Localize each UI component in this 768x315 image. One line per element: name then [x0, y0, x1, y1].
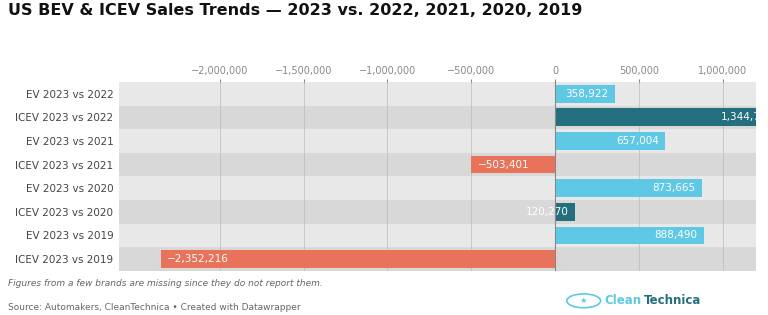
Bar: [119, 176, 756, 200]
Bar: [555, 226, 704, 244]
Bar: [555, 179, 702, 197]
Text: ★: ★: [580, 296, 588, 305]
Bar: [555, 203, 575, 221]
Text: Figures from a few brands are missing since they do not report them.: Figures from a few brands are missing si…: [8, 279, 323, 288]
Text: 888,490: 888,490: [654, 231, 697, 240]
Bar: [119, 200, 756, 224]
Text: 1,344,752: 1,344,752: [721, 112, 768, 122]
Text: 358,922: 358,922: [565, 89, 609, 99]
Text: −2,352,216: −2,352,216: [167, 254, 229, 264]
Text: 873,665: 873,665: [652, 183, 695, 193]
Text: 120,270: 120,270: [526, 207, 568, 217]
Bar: [161, 250, 555, 268]
Bar: [119, 106, 756, 129]
Bar: [555, 132, 665, 150]
Text: US BEV & ICEV Sales Trends — 2023 vs. 2022, 2021, 2020, 2019: US BEV & ICEV Sales Trends — 2023 vs. 20…: [8, 3, 582, 18]
Bar: [119, 153, 756, 176]
Text: 657,004: 657,004: [616, 136, 659, 146]
Text: Source: Automakers, CleanTechnica • Created with Datawrapper: Source: Automakers, CleanTechnica • Crea…: [8, 303, 300, 312]
Text: −503,401: −503,401: [478, 160, 529, 169]
Bar: [471, 156, 555, 174]
Bar: [555, 85, 615, 103]
Bar: [119, 224, 756, 247]
Text: Clean: Clean: [604, 294, 641, 307]
Bar: [119, 247, 756, 271]
Bar: [555, 108, 768, 126]
Bar: [119, 82, 756, 106]
Bar: [119, 129, 756, 153]
Text: Technica: Technica: [644, 294, 701, 307]
